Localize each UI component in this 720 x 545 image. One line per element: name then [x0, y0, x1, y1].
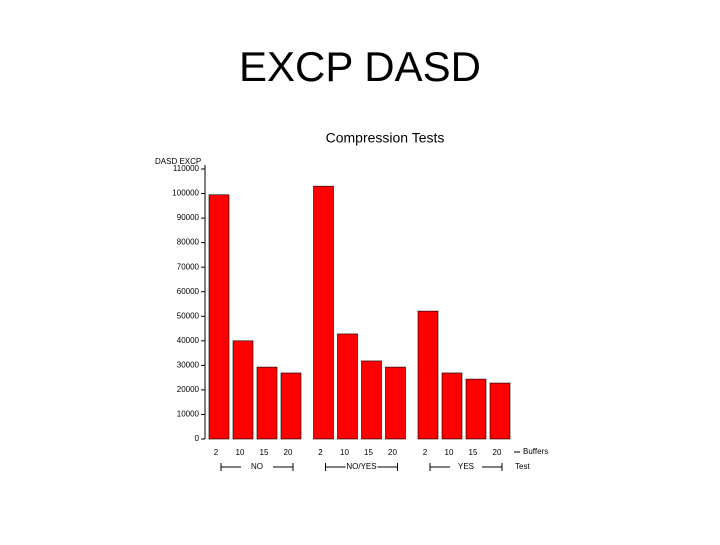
slide-title: EXCP DASD: [239, 43, 481, 90]
y-tick-label: 80000: [177, 238, 200, 247]
x-tick-label: 10: [236, 448, 245, 457]
x-tick-label: 2: [318, 448, 323, 457]
x-tick-label: 2: [423, 448, 428, 457]
x-tick-label: 15: [260, 448, 269, 457]
x-tick-label: 20: [493, 448, 502, 457]
x-tick-label: 15: [364, 448, 373, 457]
x-tick-label: 20: [388, 448, 397, 457]
y-tick-label: 100000: [172, 189, 199, 198]
group-label: NO/YES: [346, 462, 376, 471]
chart-title: Compression Tests: [326, 130, 445, 146]
x-tick-label: 2: [214, 448, 219, 457]
bar: [361, 360, 382, 440]
x-tick-label: 10: [445, 448, 454, 457]
bar: [337, 333, 358, 440]
bar: [256, 366, 278, 440]
y-tick-label: 40000: [177, 336, 200, 345]
group-label: YES: [458, 462, 474, 471]
y-tick-label: 0: [195, 434, 200, 443]
y-tick-label: 10000: [177, 410, 200, 419]
group-axis-label: Test: [515, 462, 530, 471]
y-tick-label: 50000: [177, 311, 200, 320]
x-tick-label: 20: [284, 448, 293, 457]
bar: [232, 340, 254, 440]
bar: [208, 194, 230, 440]
bar: [417, 310, 439, 440]
group-label: NO: [251, 462, 263, 471]
bar: [313, 185, 334, 440]
x-tick-label: 10: [340, 448, 349, 457]
y-tick-label: 20000: [177, 385, 200, 394]
y-tick-label: 70000: [177, 262, 200, 271]
bar: [441, 372, 463, 440]
bar: [489, 382, 511, 440]
x-tick-label: 15: [469, 448, 478, 457]
y-tick-label: 60000: [177, 287, 200, 296]
y-tick-label: 110000: [173, 164, 200, 173]
y-tick-label: 30000: [177, 360, 200, 369]
bar: [465, 378, 487, 440]
y-tick-label: 90000: [177, 213, 200, 222]
y-axis-label: DASD EXCP: [155, 157, 201, 166]
bar: [280, 372, 302, 440]
x-axis-label: Buffers: [523, 447, 548, 456]
bar: [385, 366, 406, 440]
